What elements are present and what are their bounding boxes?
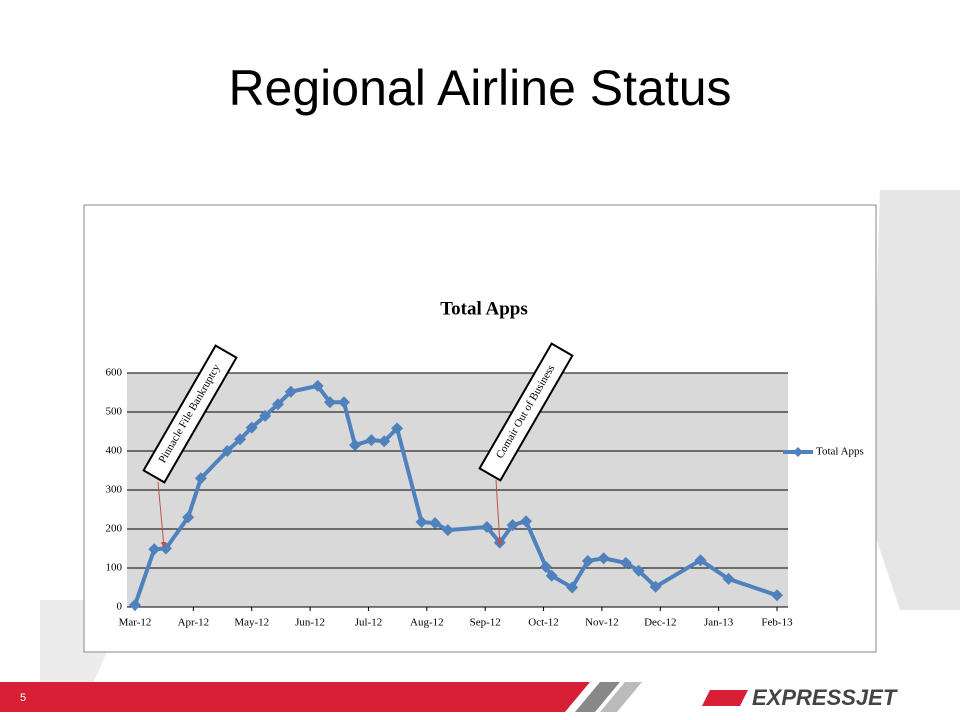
chart-title: Total Apps <box>440 298 528 319</box>
x-tick-label: Jun-12 <box>295 617 325 629</box>
footer-band <box>0 682 590 712</box>
x-tick-label: Sep-12 <box>470 617 501 629</box>
data-point <box>259 409 272 422</box>
annotation-arrow <box>495 479 503 546</box>
data-point <box>480 521 493 534</box>
data-point <box>271 398 284 411</box>
data-point <box>581 554 594 567</box>
y-tick-label: 100 <box>106 562 123 574</box>
data-point <box>337 396 350 409</box>
annotation-box <box>142 344 238 484</box>
y-tick-label: 600 <box>106 367 123 379</box>
data-point <box>771 589 783 602</box>
x-tick-label: Aug-12 <box>410 617 444 629</box>
data-point <box>566 581 579 594</box>
y-tick-label: 0 <box>117 601 123 613</box>
data-point <box>545 569 558 582</box>
y-tick-label: 500 <box>106 406 123 418</box>
data-point <box>539 560 552 573</box>
x-tick-label: Jul-12 <box>355 617 383 629</box>
x-tick-label: Feb-13 <box>761 617 793 629</box>
footer-stripe <box>575 682 620 712</box>
x-tick-label: Dec-12 <box>644 617 676 629</box>
footer-stripe <box>600 682 642 712</box>
annotation-box <box>478 342 574 482</box>
data-point <box>221 445 234 457</box>
data-point <box>323 396 336 409</box>
data-point <box>284 385 297 398</box>
data-point <box>694 554 707 567</box>
data-point <box>722 572 735 585</box>
y-tick-label: 300 <box>106 484 123 496</box>
legend-marker <box>793 447 803 457</box>
data-point <box>649 580 662 593</box>
chart: 0 100 200 300 400 500 600 Mar-12 Apr-12 May-12 Jun… <box>106 342 864 629</box>
data-point <box>311 379 324 392</box>
data-point <box>129 599 141 612</box>
y-tick-label: 200 <box>106 523 123 535</box>
legend-label: Total Apps <box>816 446 864 458</box>
logo: EXPRESSJET <box>752 685 898 710</box>
data-point <box>365 434 378 447</box>
data-point <box>349 439 362 452</box>
data-point <box>378 435 391 448</box>
y-tick-label: 400 <box>106 445 123 457</box>
data-point <box>245 421 258 434</box>
data-point <box>148 543 161 556</box>
x-tick-label: Apr-12 <box>178 617 210 629</box>
data-point <box>415 515 428 528</box>
data-point <box>234 433 247 446</box>
data-point <box>428 517 441 530</box>
data-point <box>597 552 610 565</box>
x-tick-label: Mar-12 <box>119 617 152 629</box>
data-point <box>182 511 195 524</box>
data-point <box>441 524 454 537</box>
background-shape <box>870 190 960 610</box>
annotation-arrow <box>157 481 167 548</box>
slide-title: Regional Airline Status <box>228 60 731 116</box>
x-tick-label: Nov-12 <box>585 617 619 629</box>
data-point <box>391 422 404 435</box>
x-tick-label: May-12 <box>234 617 269 629</box>
data-point <box>632 564 645 577</box>
data-point <box>194 472 207 485</box>
data-point <box>520 515 533 528</box>
logo-mark <box>702 690 748 706</box>
page-number: 5 <box>20 692 26 704</box>
x-tick-label: Jan-13 <box>704 617 734 629</box>
data-point <box>506 519 519 532</box>
x-tick-label: Oct-12 <box>528 617 559 629</box>
data-point <box>619 556 632 569</box>
